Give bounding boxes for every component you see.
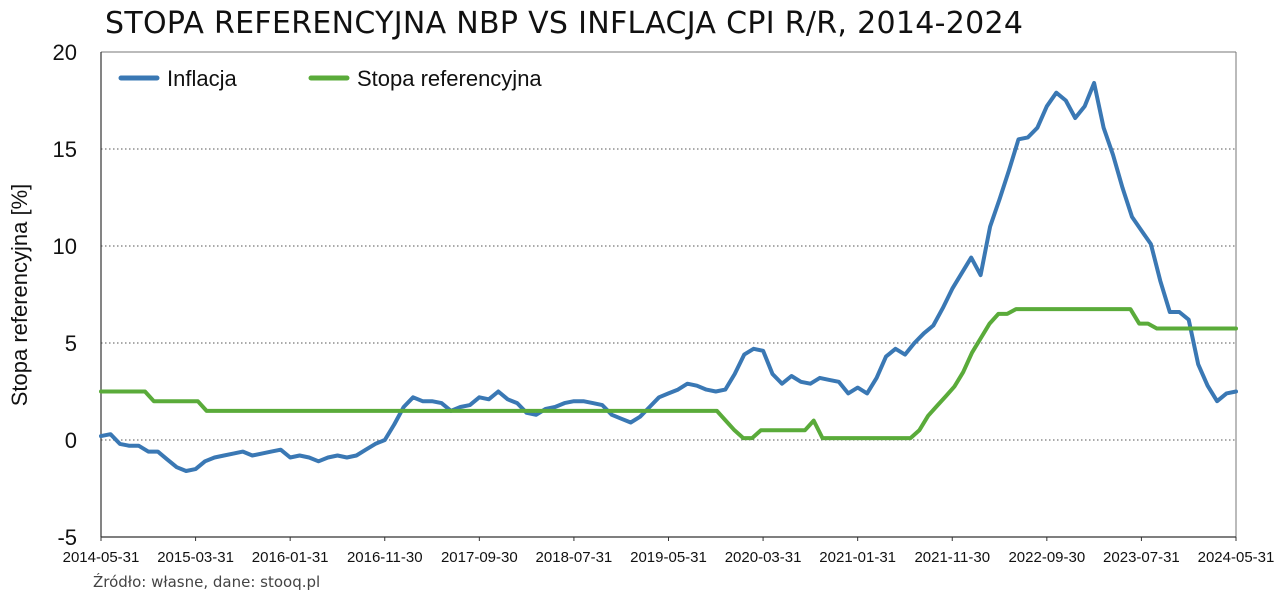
- x-tick-labels: 2014-05-31 2015-03-31 2016-01-31 2016-11-30…: [63, 549, 1275, 566]
- y-tick-label-5: 5: [65, 331, 77, 356]
- x-tick-label-2015-03-31: 2015-03-31: [157, 549, 234, 566]
- x-tick-label-2016-01-31: 2016-01-31: [252, 549, 329, 566]
- x-tick-label-2024-05-31: 2024-05-31: [1198, 549, 1275, 566]
- legend-label-1: Stopa referencyjna: [357, 66, 542, 91]
- source-note: Źródło: własne, dane: stooq.pl: [93, 573, 321, 591]
- x-tick-label-2014-05-31: 2014-05-31: [63, 549, 140, 566]
- x-tick-label-2021-11-30: 2021-11-30: [914, 549, 990, 566]
- x-tick-label-2023-07-31: 2023-07-31: [1103, 549, 1180, 566]
- y-tick-label-10: 10: [53, 234, 77, 259]
- axes: [100, 51, 1237, 541]
- x-tick-label-2016-11-30: 2016-11-30: [347, 549, 423, 566]
- series-line-stopa-referencyjna: [99, 307, 1238, 441]
- y-axis-label: Stopa referencyjna [%]: [7, 184, 32, 407]
- x-tick-label-2018-07-31: 2018-07-31: [536, 549, 613, 566]
- chart-title: STOPA REFERENCYJNA NBP VS INFLACJA CPI R…: [105, 6, 1024, 41]
- y-tick-labels: -5 0 5 10 15 20: [53, 40, 77, 550]
- x-tick-label-2021-01-31: 2021-01-31: [819, 549, 896, 566]
- y-tick-label-20: 20: [53, 40, 77, 65]
- legend-label-0: Inflacja: [167, 66, 237, 91]
- grid-lines: [101, 148, 1236, 441]
- x-tick-label-2022-09-30: 2022-09-30: [1008, 549, 1085, 566]
- y-tick-label--5: -5: [57, 525, 77, 550]
- y-tick-label-15: 15: [53, 137, 77, 162]
- x-tick-label-2019-05-31: 2019-05-31: [630, 549, 707, 566]
- y-tick-label-0: 0: [65, 428, 77, 453]
- series-lines: [99, 81, 1238, 473]
- legend: Inflacja Stopa referencyjna: [118, 66, 542, 91]
- x-tick-label-2017-09-30: 2017-09-30: [441, 549, 518, 566]
- series-line-inflacja: [99, 81, 1238, 473]
- x-tick-label-2020-03-31: 2020-03-31: [725, 549, 802, 566]
